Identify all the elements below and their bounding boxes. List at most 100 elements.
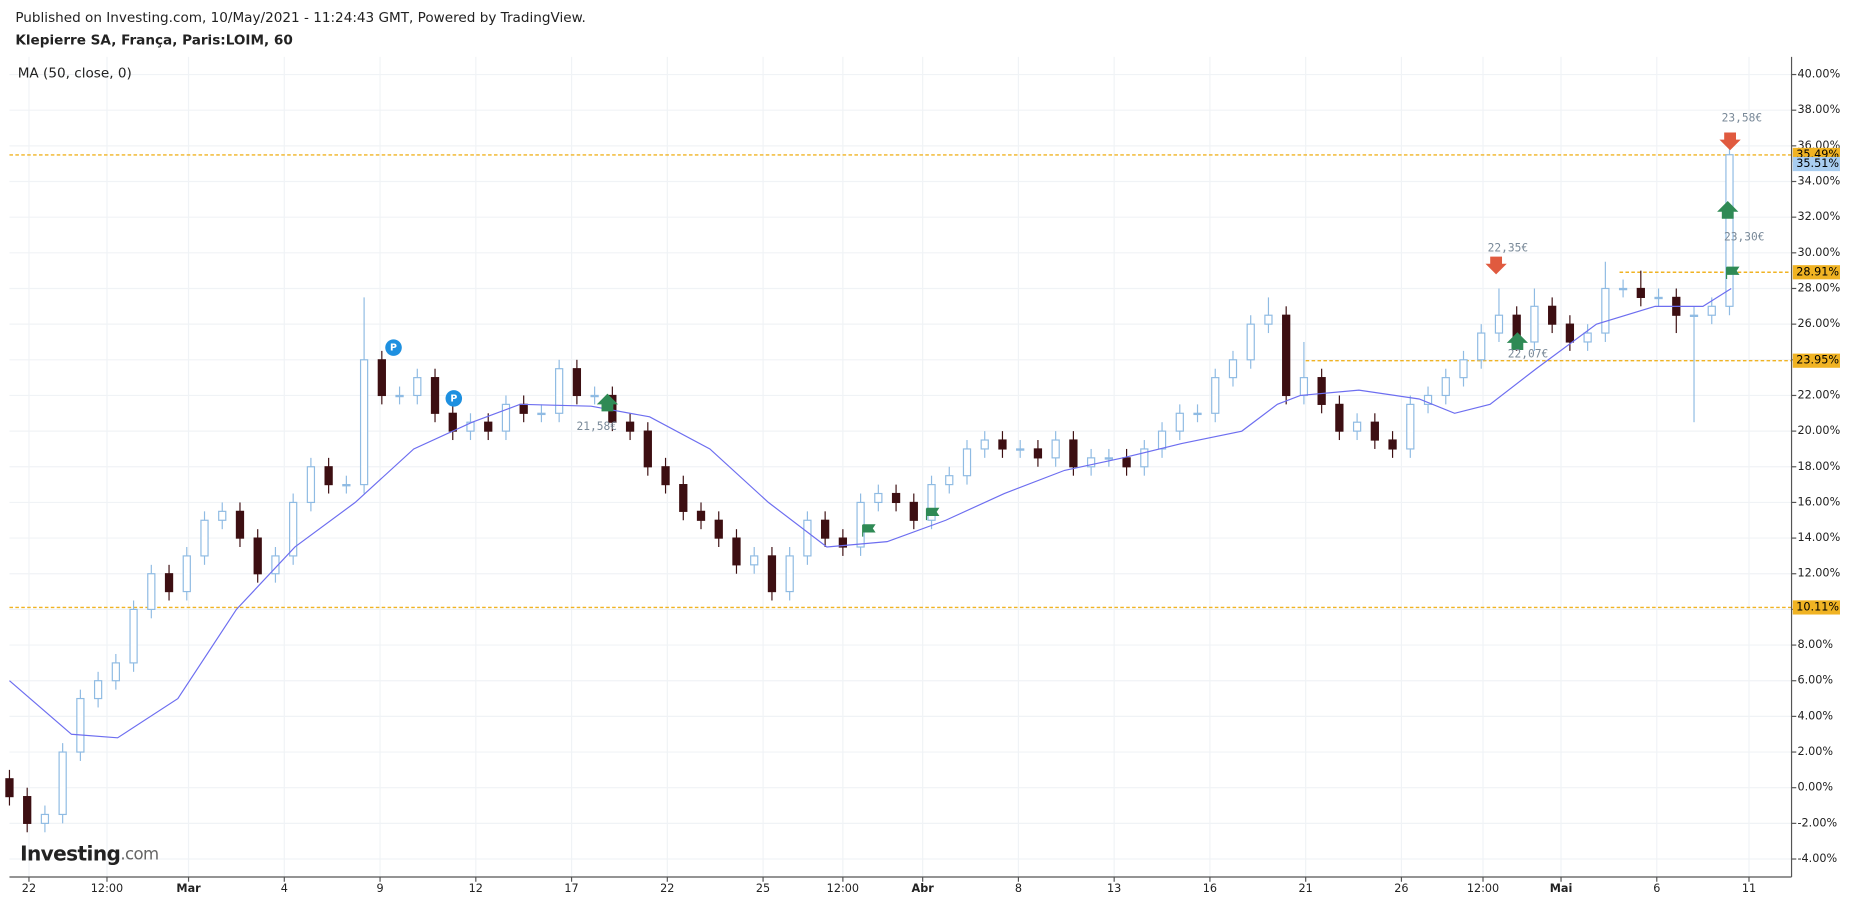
x-tick-label: 12	[469, 882, 483, 895]
candle-body	[927, 484, 936, 521]
candle-body	[1370, 421, 1379, 441]
candle-body	[395, 394, 404, 398]
x-tick-label: 22	[660, 882, 674, 895]
signals: P P	[385, 132, 1741, 537]
y-tick-label: -2.00%	[1797, 816, 1837, 829]
price-annotation: 22,07€	[1508, 348, 1549, 361]
candle-body	[1228, 359, 1238, 379]
candle-body	[289, 501, 298, 557]
candle-body	[413, 377, 422, 397]
candle-body	[1388, 439, 1397, 450]
candle-body	[572, 368, 582, 397]
candle-body	[1282, 314, 1291, 397]
buy-arrow	[1506, 332, 1529, 350]
price-annotation: 23,30€	[1724, 231, 1765, 244]
candle-body	[1725, 154, 1734, 307]
y-tick-label: 40.00%	[1797, 68, 1840, 81]
y-tick-label: 16.00%	[1797, 495, 1840, 508]
x-tick-label: 12:00	[1467, 882, 1499, 895]
candle-body	[1618, 287, 1628, 291]
candle-body	[253, 537, 262, 575]
x-tick-label: 12:00	[91, 882, 123, 895]
x-tick-label: Mai	[1550, 882, 1573, 895]
flag	[925, 507, 940, 521]
x-tick-label: 16	[1203, 882, 1217, 895]
candle-body	[838, 537, 848, 548]
price-annotation: 21,58€	[577, 420, 618, 433]
candle-body	[1086, 457, 1096, 468]
watermark-suffix: .com	[120, 844, 158, 863]
y-tick-label: 2.00%	[1797, 745, 1833, 758]
y-tick-label: 22.00%	[1797, 388, 1840, 401]
x-tick-label: 22	[22, 882, 36, 895]
price-annotation: 23,58€	[1722, 111, 1763, 124]
candle-body	[1122, 457, 1131, 468]
y-tick-label: 8.00%	[1797, 638, 1833, 651]
candle-body	[519, 403, 528, 414]
candle-body	[679, 484, 688, 512]
symbol-title: Klepierre SA, França, Paris:LOIM, 60	[15, 32, 292, 48]
buy-arrow	[596, 393, 619, 412]
y-tick-label: 28.00%	[1797, 281, 1840, 294]
candle-body	[1317, 377, 1326, 405]
y-tick-label: 0.00%	[1797, 781, 1833, 794]
x-tick-label: 21	[1299, 882, 1313, 895]
p-badge	[445, 390, 463, 407]
y-tick-label: 18.00%	[1797, 460, 1840, 473]
flag	[1725, 266, 1740, 280]
candle-body	[306, 466, 316, 504]
candle-body	[874, 492, 883, 504]
candle-body	[1175, 412, 1184, 432]
x-tick-label: 8	[1015, 882, 1022, 895]
y-tick-label: 38.00%	[1797, 103, 1840, 116]
level-label: 23.95%	[1796, 354, 1839, 367]
price-annotation: 22,35€	[1488, 241, 1529, 254]
x-tick-label: 26	[1394, 882, 1408, 895]
candle-body	[980, 439, 989, 450]
candle-body	[998, 439, 1007, 450]
candle-body	[111, 662, 120, 682]
x-tick-label: Abr	[912, 882, 935, 895]
x-tick-label: 17	[564, 882, 578, 895]
level-tag	[1792, 600, 1841, 615]
candle-body	[625, 421, 635, 432]
x-tick-label: 6	[1653, 882, 1660, 895]
candle-body	[1423, 394, 1433, 405]
candle-body	[1335, 403, 1344, 432]
x-tick-label: 13	[1107, 882, 1121, 895]
x-tick-label: 25	[756, 882, 770, 895]
candle-body	[1193, 412, 1202, 416]
candle-body	[1406, 403, 1415, 450]
candle-body	[1157, 430, 1167, 450]
p-badge-text: P	[450, 394, 457, 405]
candle-body	[200, 519, 209, 557]
x-tick-label: 9	[376, 882, 383, 895]
candle-body	[909, 501, 918, 521]
grid	[9, 56, 1792, 878]
candle-body	[1051, 439, 1060, 459]
candle-body	[803, 519, 812, 557]
y-tick-label: 30.00%	[1797, 246, 1840, 259]
candle-body	[714, 519, 723, 539]
sell-arrow	[1719, 132, 1741, 151]
x-tick-label: 11	[1742, 882, 1756, 895]
candle-body	[324, 466, 333, 486]
candle-body	[377, 359, 386, 397]
candle-body	[1654, 296, 1663, 300]
indicator-label: MA (50, close, 0)	[18, 65, 132, 81]
y-tick-label: 32.00%	[1797, 210, 1840, 223]
candle-body	[1548, 305, 1557, 325]
candle-body	[1707, 305, 1716, 316]
candle-body	[147, 573, 156, 610]
level-label: 28.91%	[1796, 265, 1839, 278]
p-badge	[385, 339, 402, 356]
flag	[862, 524, 876, 537]
candle-body	[1477, 332, 1486, 361]
candle-body	[1016, 448, 1025, 451]
candle-body	[1689, 314, 1699, 318]
candle-body	[466, 421, 475, 432]
candle-body	[555, 368, 564, 414]
candle-body	[218, 510, 227, 521]
